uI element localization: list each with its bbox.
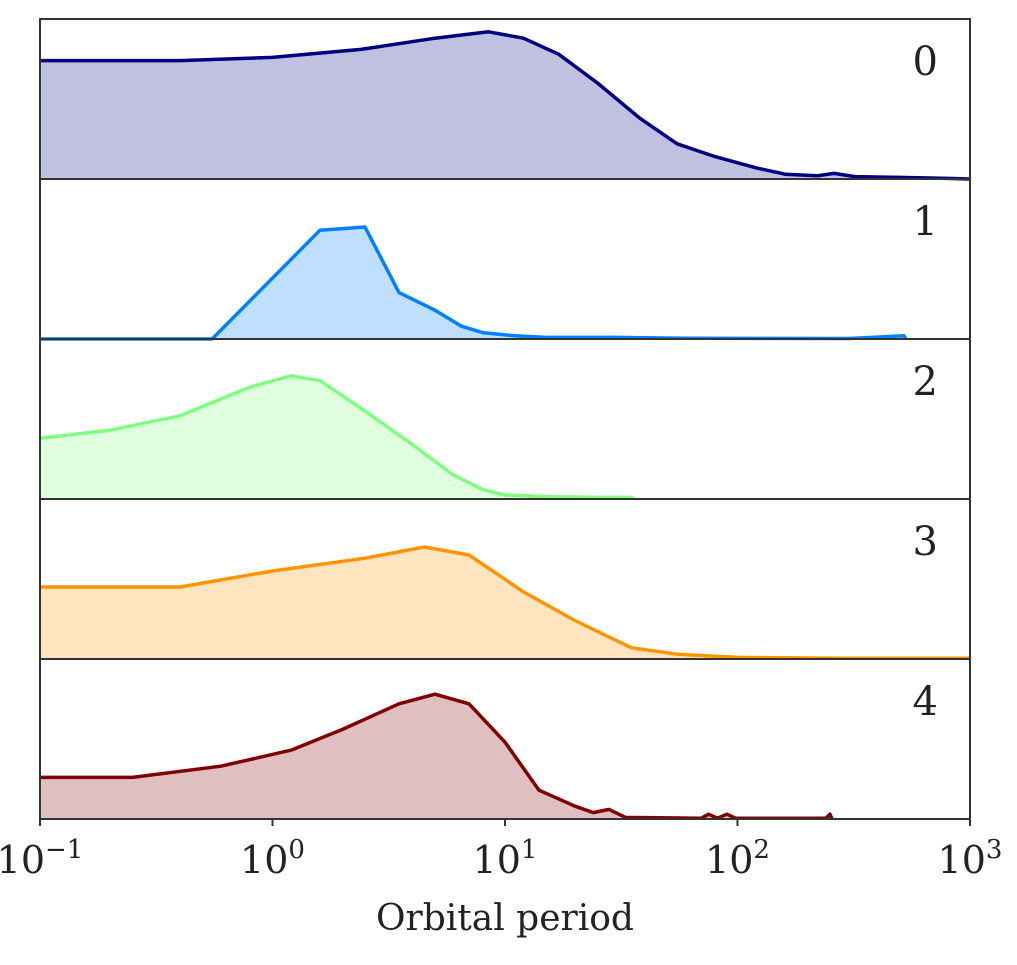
panel-3: 3	[39, 498, 971, 660]
panel-4: 4	[39, 658, 971, 820]
series-0-line	[40, 30, 971, 181]
series-2-area	[40, 375, 635, 499]
series-2-line	[39, 374, 636, 501]
x-axis-ticks: 10−1 100 101 102 103	[0, 819, 1002, 882]
series-1-area	[40, 227, 906, 339]
x-tick-label: 103	[938, 835, 1003, 882]
panel-1: 1	[39, 178, 971, 341]
series-4-area	[40, 694, 832, 819]
panel-0-label: 0	[913, 39, 938, 85]
panel-3-label: 3	[913, 519, 938, 565]
x-axis-label: Orbital period	[376, 898, 634, 939]
panel-2-label: 2	[913, 359, 938, 405]
series-4-line	[40, 692, 834, 820]
series-3-area	[40, 547, 970, 659]
panel-1-label: 1	[913, 199, 938, 245]
x-tick-1000: 103	[938, 819, 1003, 882]
x-tick-1: 100	[240, 819, 305, 882]
x-tick-label: 100	[240, 835, 305, 882]
panel-2: 2	[39, 338, 971, 501]
x-tick-0.1: 10−1	[0, 819, 83, 882]
x-tick-10: 101	[473, 819, 538, 882]
x-tick-100: 102	[705, 819, 770, 882]
panels: 0 1 2 3 4	[39, 18, 971, 820]
series-0-area	[40, 31, 970, 179]
panel-0: 0	[39, 18, 971, 181]
series-1-line	[40, 225, 908, 341]
x-tick-label: 102	[705, 835, 770, 882]
panel-1-frame	[39, 178, 971, 340]
x-tick-label: 10−1	[0, 835, 83, 882]
x-tick-label: 101	[473, 835, 538, 882]
panel-4-label: 4	[913, 679, 938, 725]
